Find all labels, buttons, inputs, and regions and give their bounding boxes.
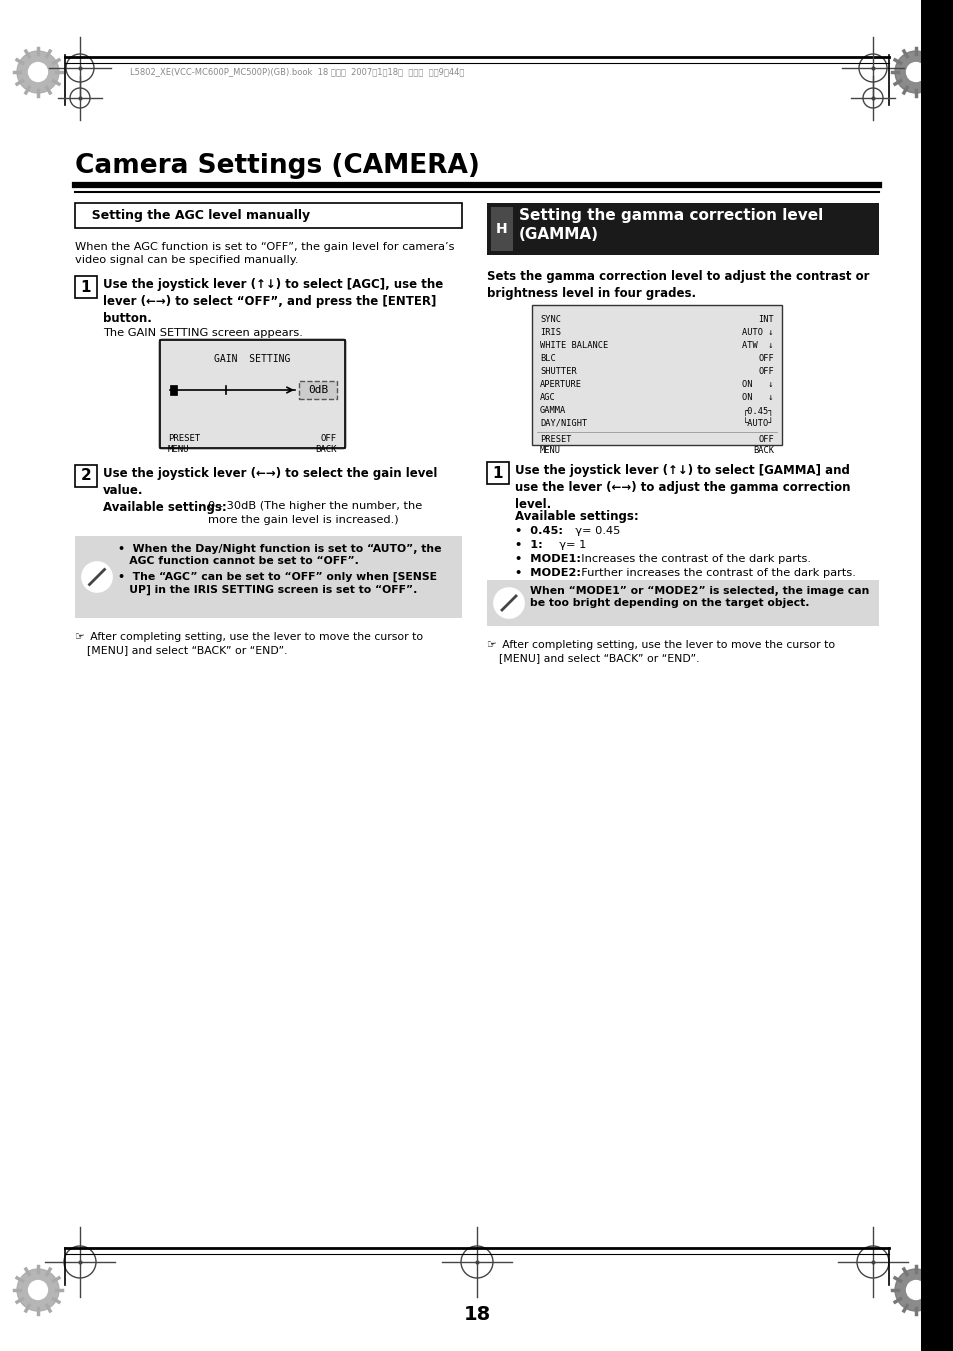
Text: OFF: OFF <box>758 367 773 376</box>
Text: L5802_XE(VCC-MC600P_MC500P)(GB).book  18 ページ  2007年1月18日  木曜日  午前9時44分: L5802_XE(VCC-MC600P_MC500P)(GB).book 18 … <box>130 68 464 77</box>
Circle shape <box>905 1281 924 1300</box>
Text: PRESET
MENU: PRESET MENU <box>539 435 571 455</box>
Text: OFF
BACK: OFF BACK <box>752 435 773 455</box>
Text: •  0.45:: • 0.45: <box>515 526 562 536</box>
Text: 0 - 30dB (The higher the number, the: 0 - 30dB (The higher the number, the <box>208 501 422 511</box>
Text: ☞ After completing setting, use the lever to move the cursor to: ☞ After completing setting, use the leve… <box>75 632 423 642</box>
Text: [MENU] and select “BACK” or “END”.: [MENU] and select “BACK” or “END”. <box>87 644 287 655</box>
Text: AGC: AGC <box>539 393 556 403</box>
Text: SYNC: SYNC <box>539 315 560 324</box>
Circle shape <box>17 51 59 93</box>
Bar <box>75 536 461 617</box>
Bar <box>170 385 177 394</box>
Circle shape <box>905 62 924 81</box>
Text: ON   ↓: ON ↓ <box>741 380 773 389</box>
Text: Available settings:: Available settings: <box>515 509 639 523</box>
Text: γ= 1: γ= 1 <box>552 540 586 550</box>
Bar <box>486 580 878 626</box>
Text: ATW  ↓: ATW ↓ <box>741 340 773 350</box>
Text: When “MODE1” or “MODE2” is selected, the image can
be too bright depending on th: When “MODE1” or “MODE2” is selected, the… <box>530 586 868 608</box>
Text: └AUTO┘: └AUTO┘ <box>741 419 773 428</box>
Text: ┌0.45┐: ┌0.45┐ <box>741 407 773 415</box>
Text: Available settings:: Available settings: <box>103 501 227 513</box>
Text: BLC: BLC <box>539 354 556 363</box>
Text: 1: 1 <box>493 466 503 481</box>
Text: Setting the gamma correction level
(GAMMA): Setting the gamma correction level (GAMM… <box>518 208 822 242</box>
Text: •  The “AGC” can be set to “OFF” only when [SENSE
   UP] in the IRIS SETTING scr: • The “AGC” can be set to “OFF” only whe… <box>118 571 436 594</box>
Bar <box>486 203 878 255</box>
Circle shape <box>494 588 523 617</box>
Text: When the AGC function is set to “OFF”, the gain level for camera’s
video signal : When the AGC function is set to “OFF”, t… <box>75 242 454 265</box>
Text: 18: 18 <box>463 1305 490 1324</box>
Bar <box>532 305 781 444</box>
Text: SHUTTER: SHUTTER <box>539 367 577 376</box>
Circle shape <box>29 1281 48 1300</box>
Text: INT: INT <box>758 315 773 324</box>
Text: •  When the Day/Night function is set to “AUTO”, the
   AGC function cannot be s: • When the Day/Night function is set to … <box>118 544 441 566</box>
Bar <box>920 0 953 1351</box>
Text: ☞ After completing setting, use the lever to move the cursor to: ☞ After completing setting, use the leve… <box>486 640 834 650</box>
Circle shape <box>29 62 48 81</box>
Text: GAIN  SETTING: GAIN SETTING <box>214 354 291 363</box>
Text: WHITE BALANCE: WHITE BALANCE <box>539 340 608 350</box>
Text: 2: 2 <box>81 469 91 484</box>
Text: The GAIN SETTING screen appears.: The GAIN SETTING screen appears. <box>103 328 302 338</box>
Bar <box>160 340 345 449</box>
Bar <box>486 462 509 484</box>
Text: Camera Settings (CAMERA): Camera Settings (CAMERA) <box>75 153 479 178</box>
Circle shape <box>82 562 112 592</box>
Text: Use the joystick lever (↑↓) to select [GAMMA] and
use the lever (←→) to adjust t: Use the joystick lever (↑↓) to select [G… <box>515 463 850 511</box>
Circle shape <box>894 1269 936 1310</box>
Bar <box>75 203 461 228</box>
Text: ON   ↓: ON ↓ <box>741 393 773 403</box>
Text: AUTO ↓: AUTO ↓ <box>741 328 773 336</box>
Text: Setting the AGC level manually: Setting the AGC level manually <box>83 209 310 222</box>
Text: more the gain level is increased.): more the gain level is increased.) <box>208 515 398 526</box>
Circle shape <box>17 1269 59 1310</box>
Text: Use the joystick lever (↑↓) to select [AGC], use the
lever (←→) to select “OFF”,: Use the joystick lever (↑↓) to select [A… <box>103 278 443 326</box>
Bar <box>491 207 513 251</box>
Text: PRESET
MENU: PRESET MENU <box>168 434 200 454</box>
Text: γ= 0.45: γ= 0.45 <box>568 526 620 536</box>
Text: •  MODE2:: • MODE2: <box>515 567 580 578</box>
Text: •  MODE1:: • MODE1: <box>515 554 580 563</box>
Bar <box>75 465 97 486</box>
Text: •  1:: • 1: <box>515 540 542 550</box>
Text: IRIS: IRIS <box>539 328 560 336</box>
Text: OFF: OFF <box>758 354 773 363</box>
Text: [MENU] and select “BACK” or “END”.: [MENU] and select “BACK” or “END”. <box>498 653 699 663</box>
FancyBboxPatch shape <box>159 339 346 449</box>
Text: Increases the contrast of the dark parts.: Increases the contrast of the dark parts… <box>574 554 810 563</box>
Text: 0dB: 0dB <box>308 385 328 394</box>
Text: OFF
BACK: OFF BACK <box>315 434 336 454</box>
Text: DAY/NIGHT: DAY/NIGHT <box>539 419 587 428</box>
Text: H: H <box>496 222 507 236</box>
Text: Sets the gamma correction level to adjust the contrast or
brightness level in fo: Sets the gamma correction level to adjus… <box>486 270 868 300</box>
Circle shape <box>894 51 936 93</box>
Text: Use the joystick lever (←→) to select the gain level
value.: Use the joystick lever (←→) to select th… <box>103 467 436 497</box>
Bar <box>920 1100 953 1351</box>
Bar <box>75 276 97 299</box>
FancyBboxPatch shape <box>298 381 336 399</box>
Text: APERTURE: APERTURE <box>539 380 581 389</box>
Bar <box>920 0 953 1351</box>
Text: Further increases the contrast of the dark parts.: Further increases the contrast of the da… <box>574 567 855 578</box>
Text: GAMMA: GAMMA <box>539 407 566 415</box>
Text: 1: 1 <box>81 280 91 295</box>
